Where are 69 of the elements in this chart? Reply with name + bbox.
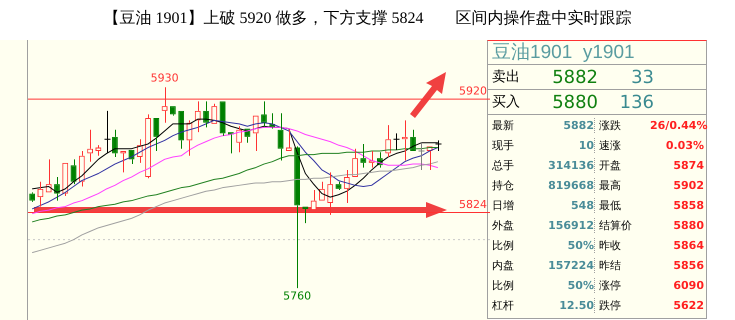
text: 昨收 [594, 238, 646, 252]
candlestick [236, 126, 242, 153]
text: 5880 [551, 92, 598, 112]
chart-title: 【豆油 1901】上破 5920 做多，下方支撑 5824 区间内操作盘中实时跟踪 [102, 8, 632, 29]
text: 持仓 [491, 178, 515, 192]
text: 0.03% [664, 138, 704, 152]
candlestick [418, 142, 425, 170]
candlestick [294, 146, 300, 289]
text: 156912 [547, 218, 594, 232]
text: 6090 [672, 278, 704, 292]
text: 548 [570, 198, 594, 212]
text: 5858 [672, 198, 704, 212]
text: 买入 [491, 93, 521, 111]
text: 最低 [594, 198, 646, 212]
text: 内盘 [491, 258, 515, 272]
text: 12.50 [558, 298, 594, 312]
text: 5882 [562, 118, 594, 132]
text: 总手 [491, 158, 515, 172]
text: 豆油1901 y1901 [488, 41, 706, 65]
candlestick [112, 129, 118, 158]
candlestick [261, 100, 267, 127]
candlestick [70, 158, 76, 185]
text: 开盘 [594, 158, 646, 172]
text: 5622 [672, 298, 704, 312]
text: 最新 [491, 118, 515, 132]
text: 速涨 [594, 138, 646, 152]
text: 157224 [547, 258, 594, 272]
text: 5874 [672, 158, 704, 172]
text: 26/0.44% [649, 118, 708, 132]
text: 5882 [551, 66, 598, 88]
annotation: 5760 [283, 289, 312, 302]
candlestick [352, 148, 358, 178]
ref-line-label: 5824 [459, 198, 487, 211]
text: 314136 [547, 158, 594, 172]
text: 卖出 [491, 68, 521, 86]
text: 10 [578, 138, 594, 152]
text: 外盘 [491, 218, 515, 232]
candlestick [186, 120, 192, 156]
candlestick [145, 114, 151, 179]
text: 结算价 [594, 218, 646, 232]
text: 5902 [672, 178, 704, 192]
candlestick [153, 118, 160, 152]
text: 昨结 [594, 258, 646, 272]
text: 50% [566, 278, 594, 292]
text: 涨跌 [594, 118, 646, 132]
candlestick [302, 206, 308, 224]
text: 杠杆 [491, 298, 515, 312]
text: 5880 [672, 218, 704, 232]
text: 比例 [491, 278, 515, 292]
text: 涨停 [594, 278, 646, 292]
text: 比例 [491, 238, 515, 252]
candlestick [368, 150, 375, 168]
candlestick [278, 112, 284, 162]
text: 50% [566, 238, 594, 252]
text: 136 [618, 92, 654, 112]
candlestick [228, 132, 234, 154]
text: 跌停 [594, 298, 646, 312]
annotation: 5930 [150, 72, 179, 85]
text: 日增 [491, 198, 515, 212]
candlestick [393, 132, 400, 150]
candlestick [360, 143, 366, 168]
text: 819668 [547, 178, 594, 192]
ref-line-label: 5920 [459, 84, 487, 98]
text: 5856 [672, 258, 704, 272]
candlestick [120, 151, 126, 173]
text: 现手 [491, 138, 515, 152]
text: 5864 [672, 238, 704, 252]
text: 最高 [594, 178, 646, 192]
text: 33 [630, 66, 654, 88]
